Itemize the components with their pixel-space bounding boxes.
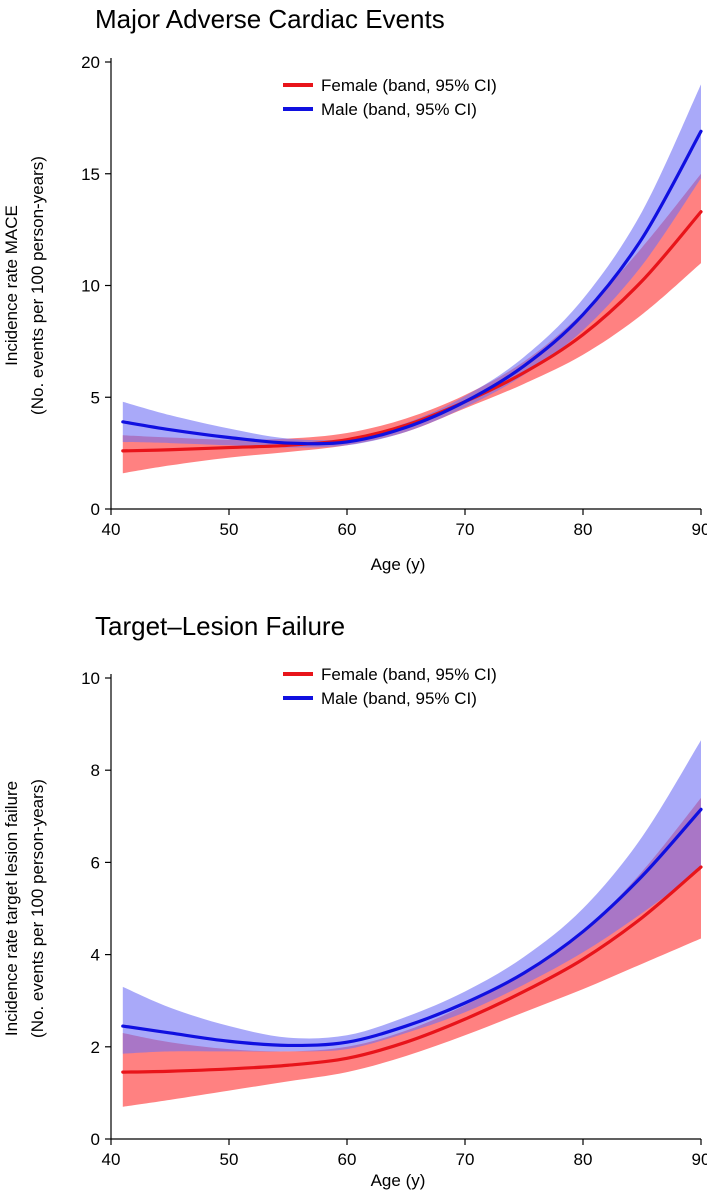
x-tick-label: 70 <box>456 1150 475 1169</box>
y-axis-label: Incidence rate MACE <box>2 205 21 366</box>
male-ci-band <box>122 740 702 1054</box>
x-tick-label: 40 <box>102 520 121 539</box>
male-series-line <box>121 129 703 446</box>
x-tick-label: 90 <box>692 520 707 539</box>
x-axis-label: Age (y) <box>371 1171 426 1190</box>
y-tick-label: 5 <box>91 388 100 407</box>
male-legend-label: Male (band, 95% CI) <box>321 100 477 119</box>
chart-title: Target–Lesion Failure <box>95 611 345 641</box>
x-tick-label: 70 <box>456 520 475 539</box>
x-axis-label: Age (y) <box>371 555 426 574</box>
x-tick-label: 50 <box>220 1150 239 1169</box>
female-legend-label: Female (band, 95% CI) <box>321 665 497 684</box>
x-tick-label: 90 <box>692 1150 707 1169</box>
x-tick-label: 50 <box>220 520 239 539</box>
female-ci-band <box>122 797 702 1107</box>
y-axis-label: Incidence rate target lesion failure <box>2 781 21 1036</box>
y-tick-label: 10 <box>81 277 100 296</box>
x-tick-label: 80 <box>574 1150 593 1169</box>
female-series-line <box>121 210 703 453</box>
female-series-line <box>121 865 703 1074</box>
x-tick-label: 60 <box>338 520 357 539</box>
chart-panel-1: Major Adverse Cardiac Events 0 5 10 15 20 40 50… <box>2 4 707 574</box>
chart-panel-2: Target–Lesion Failure 0 2 4 6 8 10 40 50 60 70 80 90… <box>2 611 707 1190</box>
y-tick-label: 8 <box>91 761 100 780</box>
y-tick-label: 0 <box>91 500 100 519</box>
male-ci-band <box>122 84 702 448</box>
y-axis-label: (No. events per 100 person-years) <box>28 156 47 415</box>
y-tick-label: 20 <box>81 53 100 72</box>
y-tick-label: 0 <box>91 1130 100 1149</box>
x-tick-label: 80 <box>574 520 593 539</box>
chart-title: Major Adverse Cardiac Events <box>95 4 445 34</box>
x-tick-label: 60 <box>338 1150 357 1169</box>
y-axis-label: (No. events per 100 person-years) <box>28 779 47 1038</box>
y-tick-label: 2 <box>91 1038 100 1057</box>
y-tick-label: 4 <box>91 946 100 965</box>
y-tick-label: 15 <box>81 165 100 184</box>
y-tick-label: 10 <box>81 669 100 688</box>
y-tick-label: 6 <box>91 853 100 872</box>
male-legend-label: Male (band, 95% CI) <box>321 689 477 708</box>
legend: Female (band, 95% CI) Male (band, 95% CI) <box>283 665 497 708</box>
x-tick-label: 40 <box>102 1150 121 1169</box>
legend: Female (band, 95% CI) Male (band, 95% CI) <box>283 76 497 119</box>
female-legend-label: Female (band, 95% CI) <box>321 76 497 95</box>
male-series-line <box>121 807 703 1048</box>
